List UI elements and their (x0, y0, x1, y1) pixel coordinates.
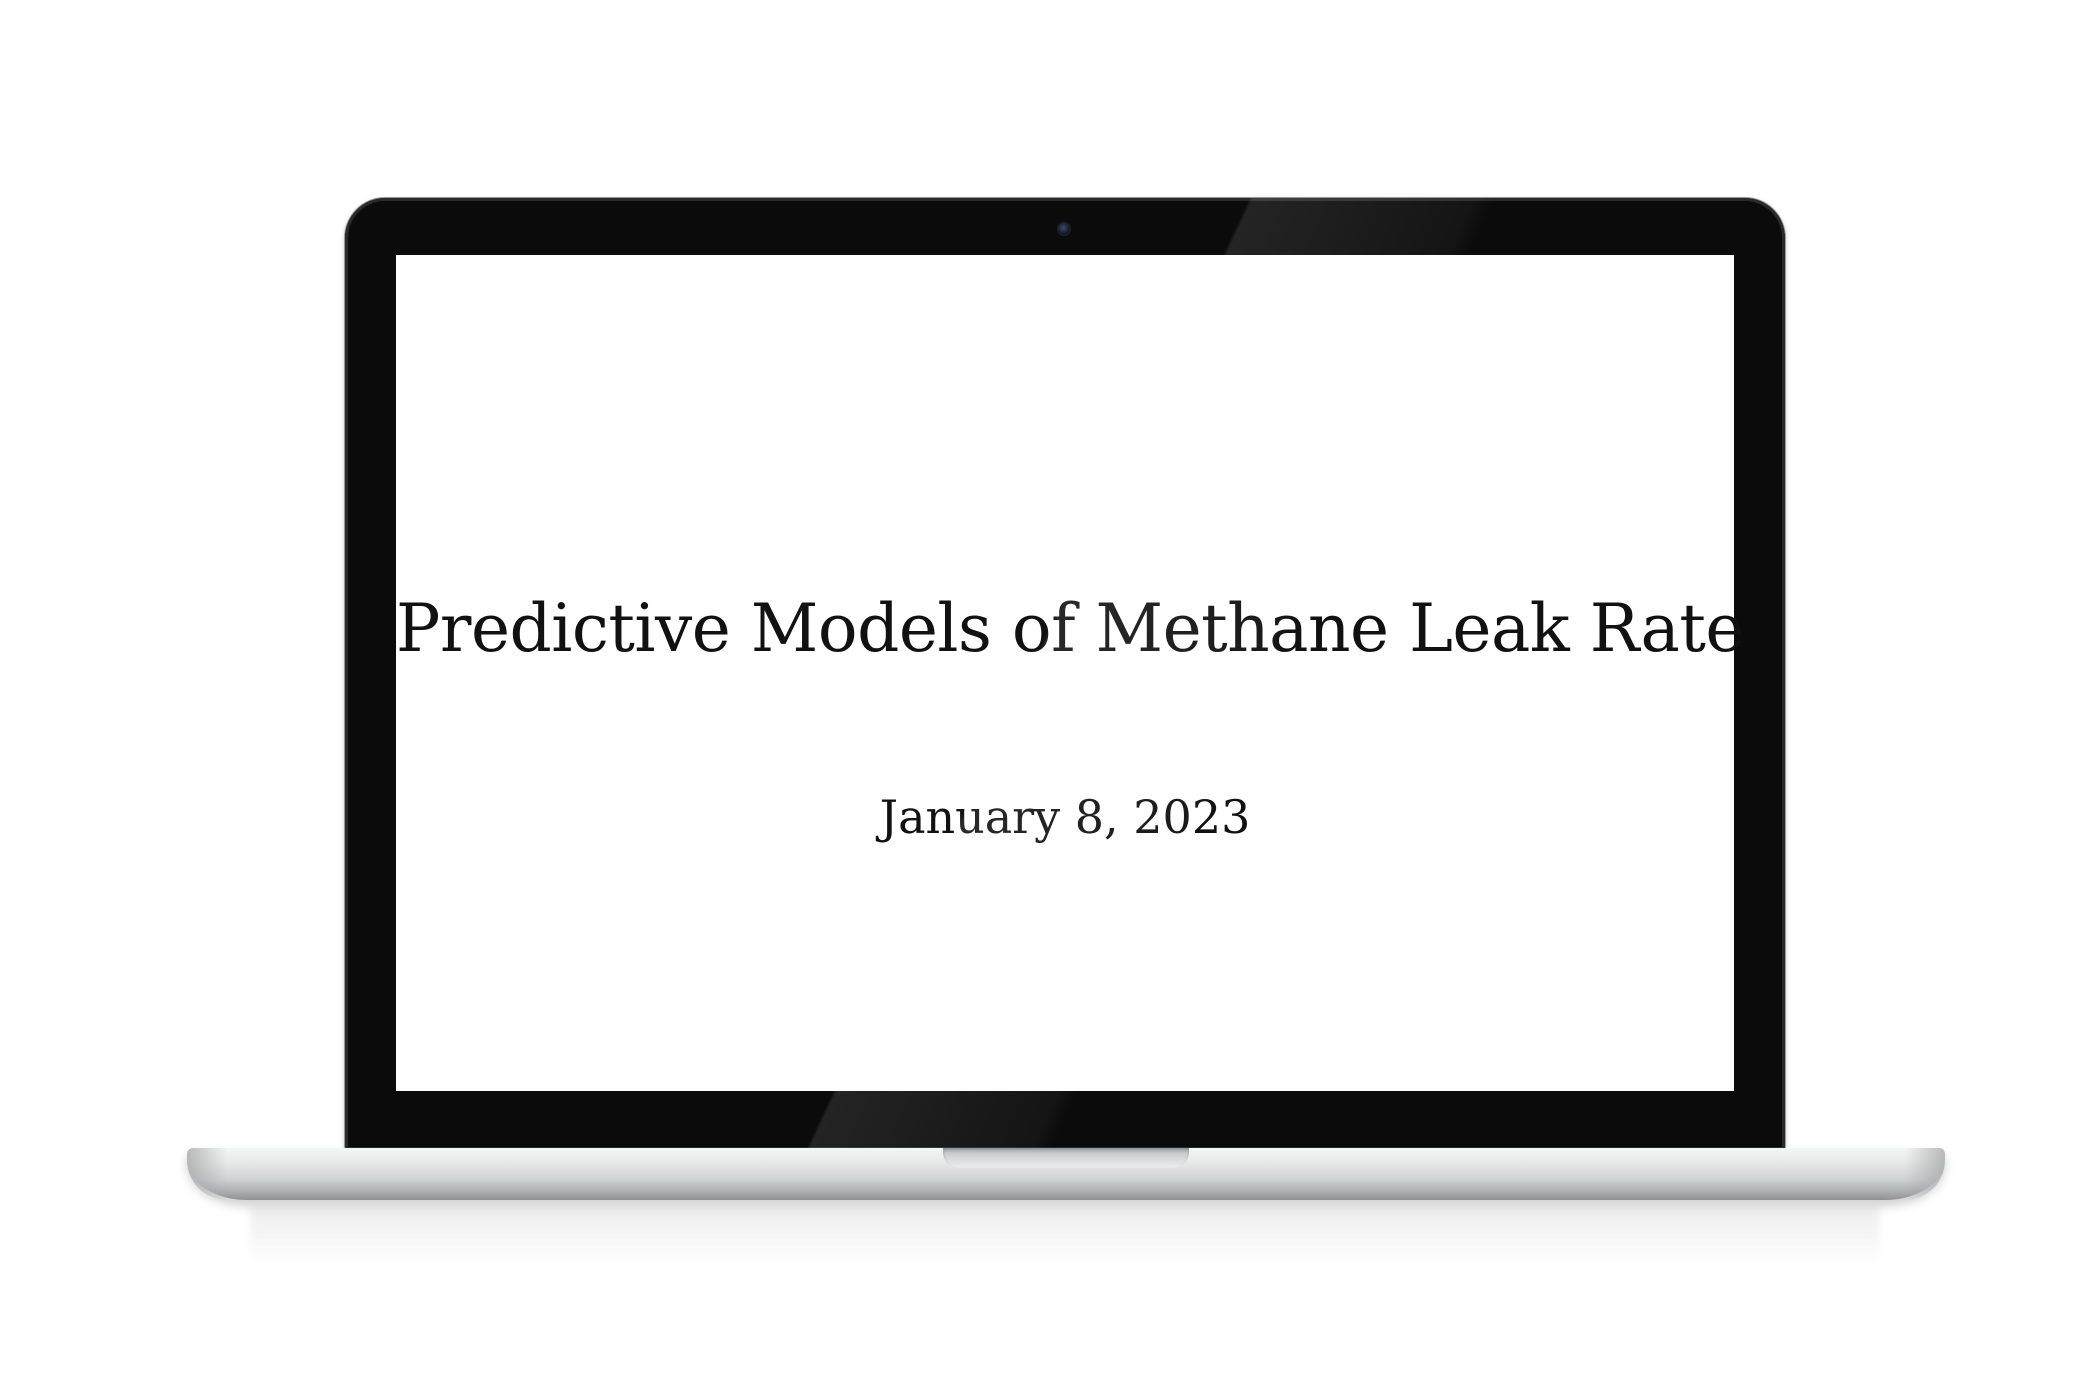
base-edge-right (1905, 1148, 1945, 1200)
slide-date: January 8, 2023 (879, 790, 1251, 844)
camera-icon (1058, 223, 1070, 235)
laptop-base (187, 1148, 1945, 1200)
presentation-slide: Predictive Models of Methane Leak Rate J… (396, 255, 1744, 1091)
base-edge-left (187, 1148, 227, 1200)
slide-title: Predictive Models of Methane Leak Rate (396, 590, 1744, 667)
surface-reflection (250, 1205, 1880, 1265)
laptop-lid: Predictive Models of Methane Leak Rate J… (345, 198, 1785, 1150)
lid-opening-notch (943, 1148, 1189, 1168)
